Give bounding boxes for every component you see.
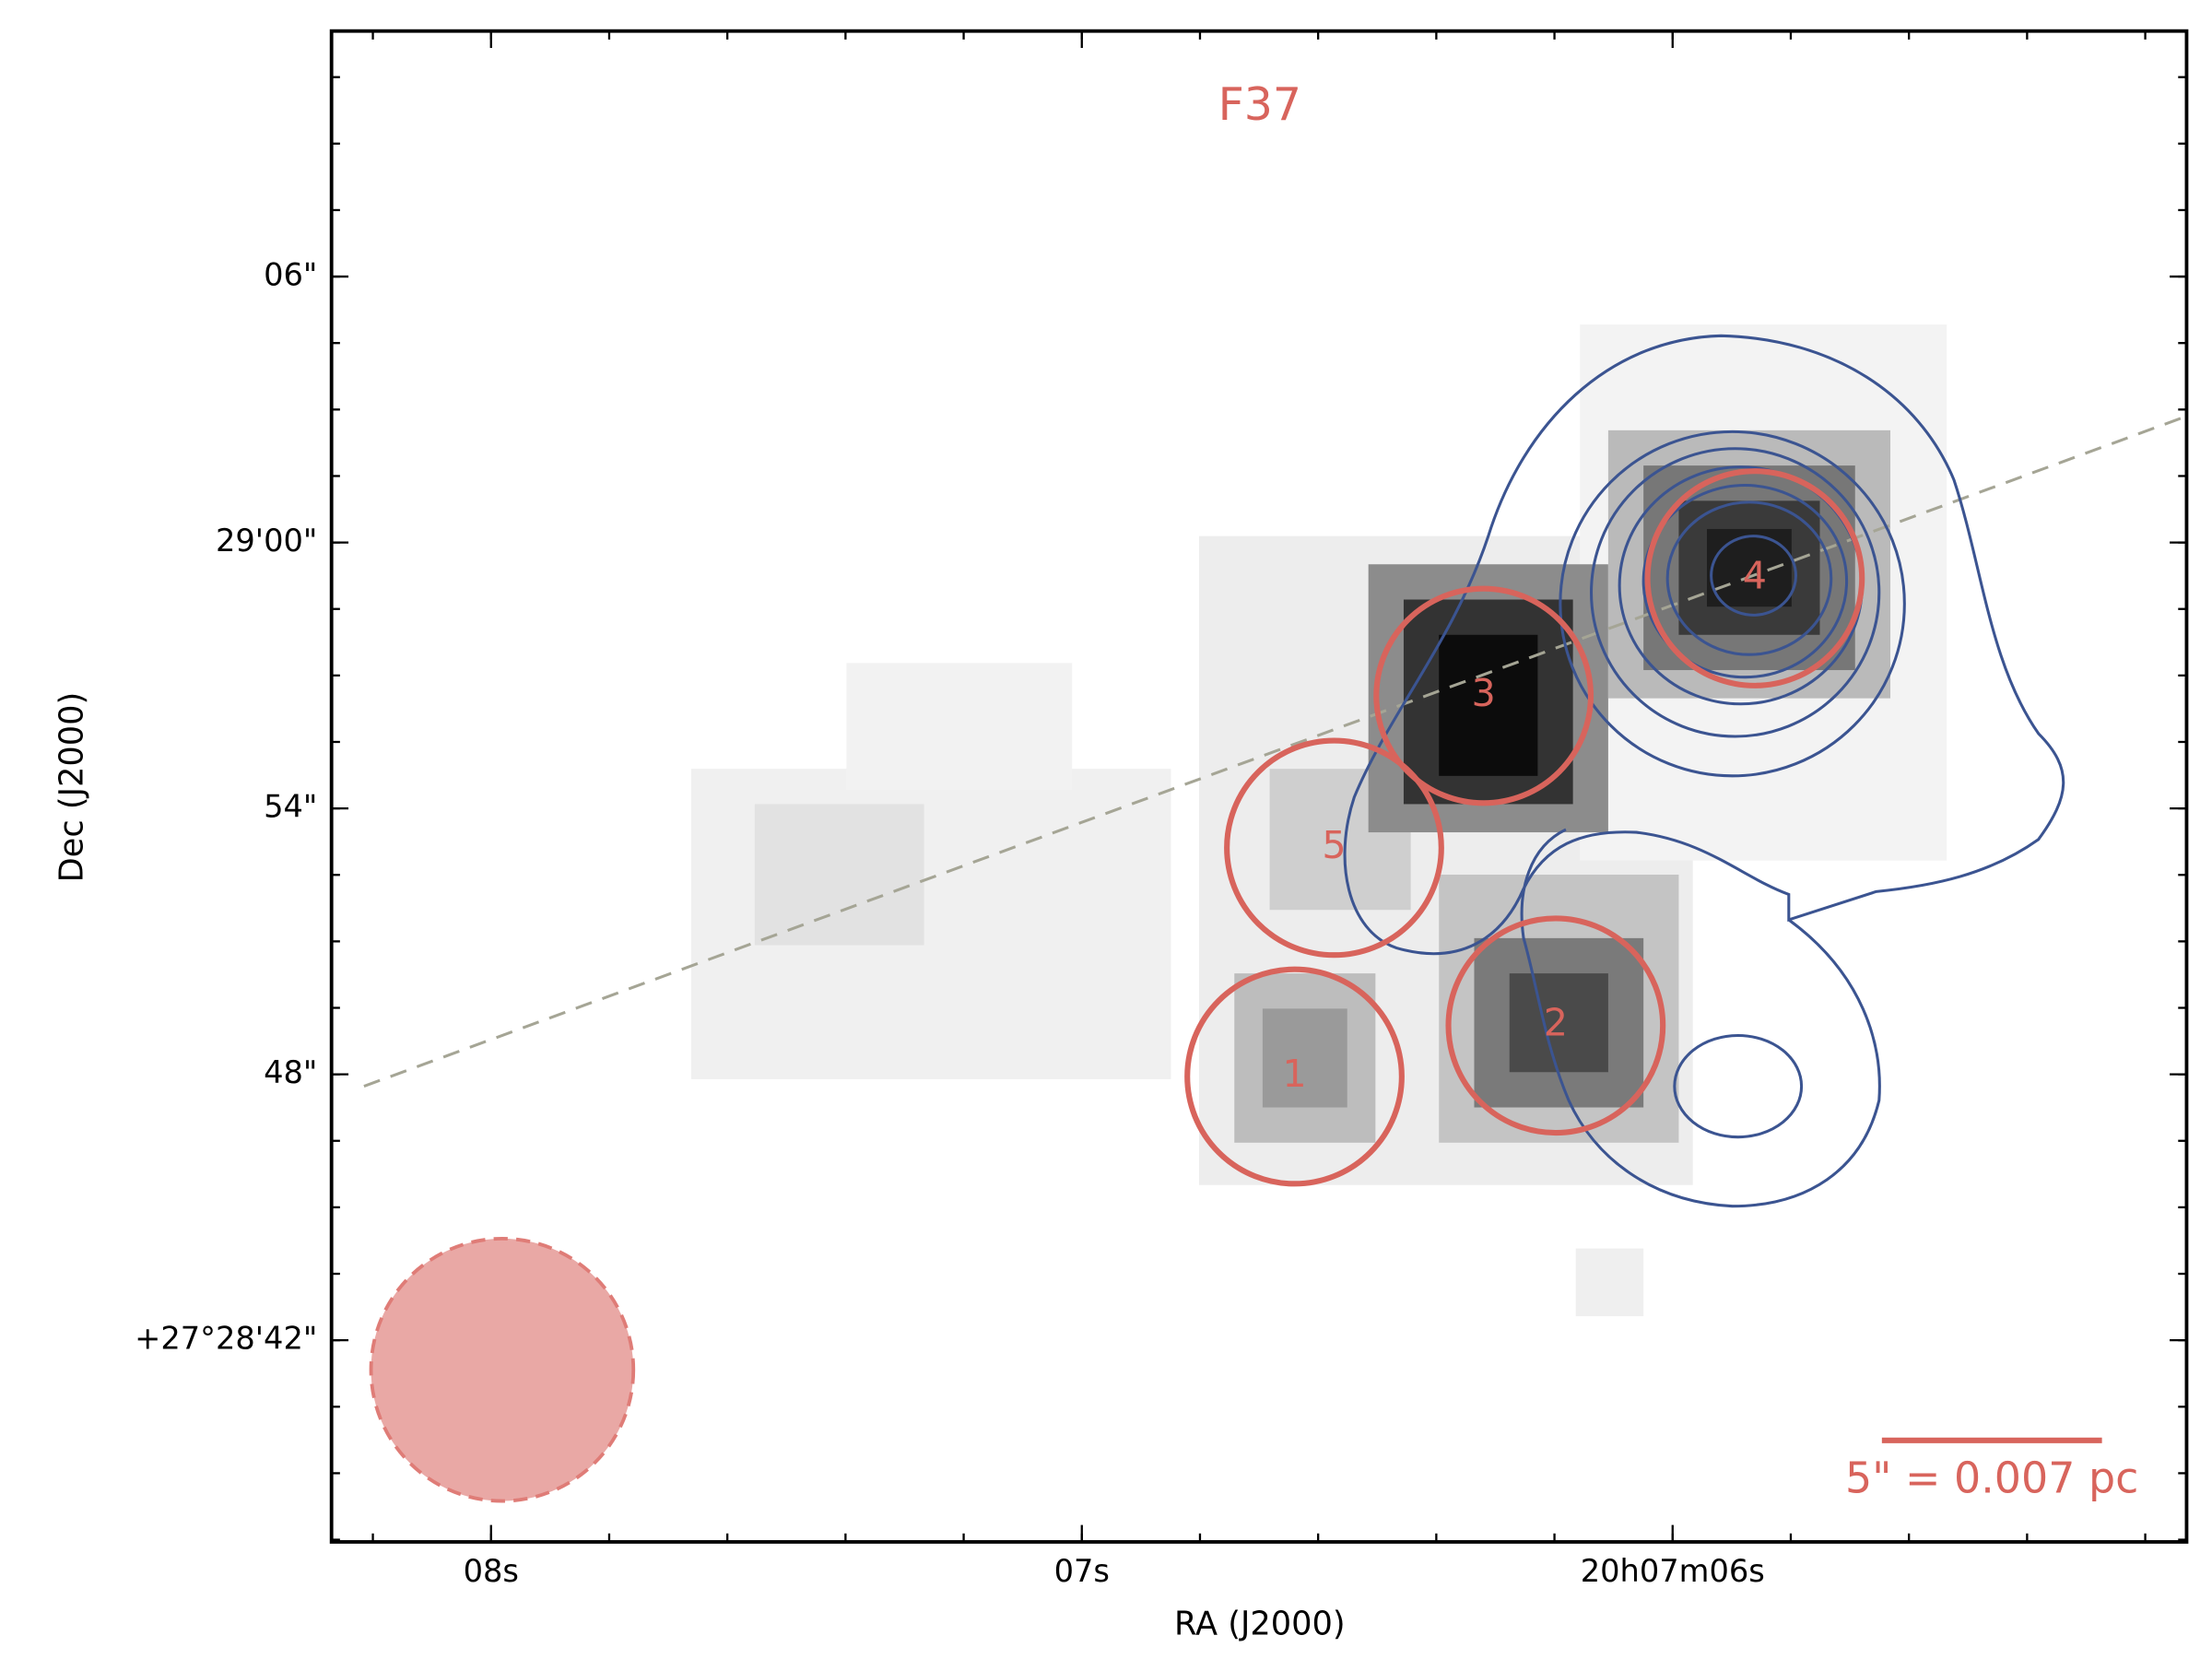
source-aperture xyxy=(1224,737,1444,959)
source-aperture xyxy=(1445,915,1666,1136)
scale-bar-label: 5" = 0.007 pc xyxy=(1845,1453,2138,1503)
y-tick-label: 48" xyxy=(264,1054,317,1090)
x-tick-label: 07s xyxy=(1054,1553,1110,1589)
source-aperture xyxy=(1373,585,1594,806)
source-label: 2 xyxy=(1544,1001,1568,1045)
y-axis-label: Dec (J2000) xyxy=(53,692,91,883)
plot-frame xyxy=(329,29,2189,1544)
source-label: 4 xyxy=(1743,554,1767,598)
y-tick-label: 54" xyxy=(264,789,317,825)
source-label: 1 xyxy=(1282,1052,1306,1096)
x-tick-label: 20h07m06s xyxy=(1581,1553,1765,1589)
y-tick-label: 06" xyxy=(264,257,317,293)
x-tick-label: 08s xyxy=(464,1553,519,1589)
source-label: 3 xyxy=(1472,671,1496,715)
source-label: 5 xyxy=(1322,823,1346,867)
intensity-image xyxy=(691,324,1947,1317)
contours xyxy=(1343,334,2065,1208)
source-aperture xyxy=(1644,468,1865,688)
source-aperture xyxy=(1184,966,1405,1187)
axis-line xyxy=(363,415,2187,1088)
y-tick-label: +27°28'42" xyxy=(135,1321,317,1357)
y-tick-label: 29'00" xyxy=(216,523,317,559)
x-axis-label: RA (J2000) xyxy=(1174,1605,1346,1642)
chart-title: F37 xyxy=(1218,78,1301,131)
beam xyxy=(369,1236,636,1503)
